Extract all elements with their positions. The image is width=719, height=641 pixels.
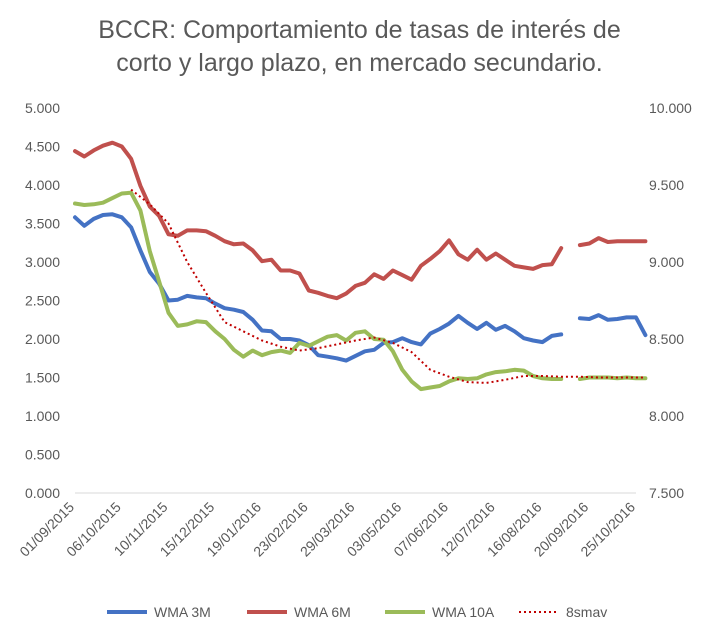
y-left-tick-label: 0.000	[25, 485, 60, 501]
y-right-tick-label: 9.500	[649, 177, 684, 193]
legend-label: 8smav	[566, 604, 607, 620]
y-right-tick-label: 9.000	[649, 254, 684, 270]
y-left-tick-label: 2.000	[25, 331, 60, 347]
chart-title-line-1: BCCR: Comportamiento de tasas de interés…	[98, 16, 621, 44]
series-line-1	[73, 140, 648, 301]
series-line-3	[130, 188, 646, 384]
y-right-tick-label: 8.000	[649, 408, 684, 424]
chart-title-line-2: corto y largo plazo, en mercado secundar…	[116, 49, 603, 77]
legend-label: WMA 6M	[294, 604, 351, 620]
y-left-tick-label: 2.500	[25, 293, 60, 309]
chart-title: BCCR: Comportamiento de tasas de interés…	[0, 14, 719, 80]
legend-label: WMA 10A	[432, 604, 495, 620]
y-left-tick-label: 1.000	[25, 408, 60, 424]
y-left-tick-label: 1.500	[25, 370, 60, 386]
legend-label: WMA 3M	[154, 604, 211, 620]
y-left-tick-label: 3.500	[25, 216, 60, 232]
y-right-tick-label: 7.500	[649, 485, 684, 501]
y-left-tick-label: 3.000	[25, 254, 60, 270]
y-left-tick-label: 0.500	[25, 447, 60, 463]
y-left-tick-label: 5.000	[25, 100, 60, 116]
y-left-tick-label: 4.000	[25, 177, 60, 193]
y-right-tick-label: 10.000	[649, 100, 692, 116]
series-line-0	[73, 212, 648, 363]
y-left-tick-label: 4.500	[25, 139, 60, 155]
y-right-tick-label: 8.500	[649, 331, 684, 347]
